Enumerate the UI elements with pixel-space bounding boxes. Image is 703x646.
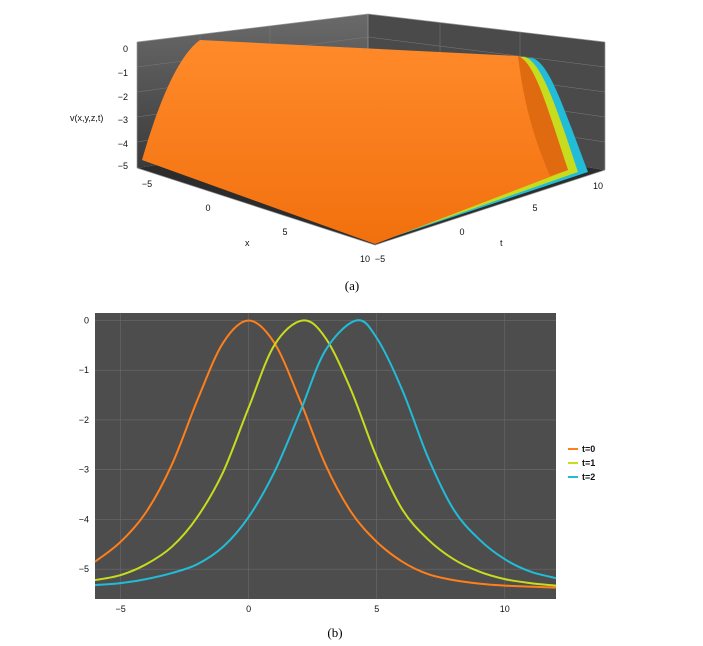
x-axis-ticks: −5 0 5 10	[115, 604, 509, 614]
y-tick-label: 0	[84, 315, 89, 325]
plot-lines	[94, 319, 557, 589]
surface-crest-right	[518, 56, 568, 176]
x-tick-label: 10	[500, 604, 510, 614]
t-tick-label: −5	[375, 254, 385, 264]
y-tick-label: −2	[79, 415, 89, 425]
series-line-t-0	[94, 319, 557, 589]
box-edges	[136, 13, 606, 246]
z-axis-label: v(x,y,z,t)	[70, 113, 103, 123]
t-axis-label: t	[500, 238, 503, 248]
x-axis-label: x	[245, 238, 250, 248]
legend-label: t=0	[582, 444, 595, 454]
y-tick-label: −5	[79, 564, 89, 574]
t-tick-label: 5	[532, 203, 537, 213]
t-tick-label: 0	[459, 227, 464, 237]
x-tick-label: 10	[360, 254, 370, 264]
legend: t=0 t=1 t=2	[568, 444, 595, 482]
x-tick-label: −5	[115, 604, 125, 614]
x-tick-label: 5	[282, 227, 287, 237]
y-tick-label: −4	[79, 514, 89, 524]
surface-plot: 0 −1 −2 −3 −4 −5 v(x,y,z,t) −5 0 5 10 x …	[70, 13, 606, 293]
series-line-t-2	[94, 319, 557, 587]
y-axis-ticks: 0 −1 −2 −3 −4 −5	[79, 315, 89, 574]
z-tick-label: −2	[118, 92, 128, 102]
x-tick-label: 0	[205, 203, 210, 213]
z-tick-label: −1	[118, 68, 128, 78]
t-axis-ticks: −5 0 5 10	[375, 181, 603, 264]
z-tick-label: 0	[123, 44, 128, 54]
plot-grid	[95, 313, 556, 599]
x-tick-label: 0	[246, 604, 251, 614]
z-axis-ticks: 0 −1 −2 −3 −4 −5	[118, 44, 128, 171]
z-tick-label: −5	[118, 161, 128, 171]
caption-a: (a)	[345, 278, 359, 293]
legend-label: t=1	[582, 458, 595, 468]
z-tick-label: −3	[118, 115, 128, 125]
line-plot: −5 0 5 10 0 −1 −2 −3 −4 −5 t=0 t=1 t=2 (b)	[79, 313, 595, 640]
z-tick-label: −4	[118, 139, 128, 149]
y-tick-label: −3	[79, 465, 89, 475]
x-tick-label: 5	[374, 604, 379, 614]
y-tick-label: −1	[79, 365, 89, 375]
t-tick-label: 10	[593, 181, 603, 191]
x-axis-ticks: −5 0 5 10	[142, 179, 370, 264]
surface-t0	[142, 40, 568, 244]
x-tick-label: −5	[142, 179, 152, 189]
plot-background	[95, 313, 556, 599]
caption-b: (b)	[327, 625, 342, 640]
legend-label: t=2	[582, 472, 595, 482]
series-line-t-1	[94, 319, 557, 587]
